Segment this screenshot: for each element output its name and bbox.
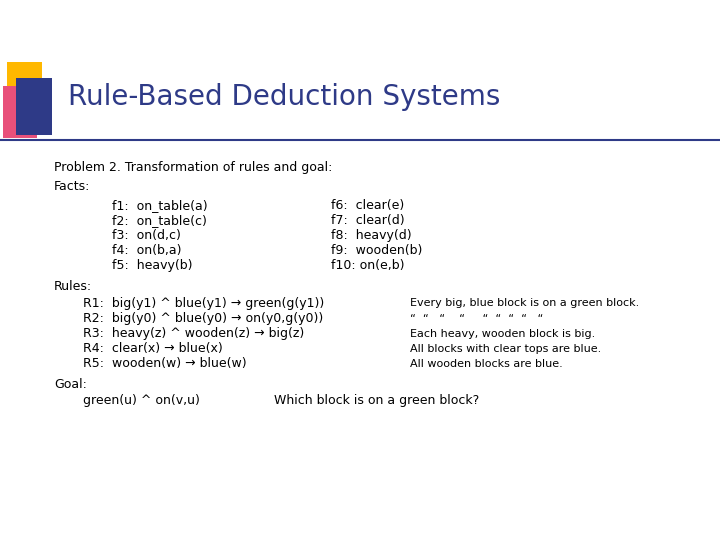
Text: f2:  on_table(c): f2: on_table(c): [112, 214, 207, 227]
Bar: [16, 78, 52, 135]
Text: f6:  clear(e): f6: clear(e): [331, 199, 405, 212]
Bar: [3, 86, 37, 138]
Text: f9:  wooden(b): f9: wooden(b): [331, 244, 423, 257]
Text: R5:  wooden(w) → blue(w): R5: wooden(w) → blue(w): [83, 357, 246, 370]
Text: Which block is on a green block?: Which block is on a green block?: [274, 394, 479, 407]
Text: R1:  big(y1) ^ blue(y1) → green(g(y1)): R1: big(y1) ^ blue(y1) → green(g(y1)): [83, 297, 324, 310]
Text: f10: on(e,b): f10: on(e,b): [331, 259, 405, 272]
Text: f5:  heavy(b): f5: heavy(b): [112, 259, 192, 272]
Text: Rules:: Rules:: [54, 280, 92, 293]
Text: R2:  big(y0) ^ blue(y0) → on(y0,g(y0)): R2: big(y0) ^ blue(y0) → on(y0,g(y0)): [83, 312, 323, 325]
Text: Facts:: Facts:: [54, 180, 91, 193]
Text: R4:  clear(x) → blue(x): R4: clear(x) → blue(x): [83, 342, 222, 355]
Text: f1:  on_table(a): f1: on_table(a): [112, 199, 207, 212]
Text: f7:  clear(d): f7: clear(d): [331, 214, 405, 227]
Text: green(u) ^ on(v,u): green(u) ^ on(v,u): [83, 394, 199, 407]
Text: f8:  heavy(d): f8: heavy(d): [331, 229, 412, 242]
Text: Every big, blue block is on a green block.: Every big, blue block is on a green bloc…: [410, 299, 639, 308]
Text: All wooden blocks are blue.: All wooden blocks are blue.: [410, 359, 563, 369]
Text: Problem 2. Transformation of rules and goal:: Problem 2. Transformation of rules and g…: [54, 161, 333, 174]
Text: Each heavy, wooden block is big.: Each heavy, wooden block is big.: [410, 329, 595, 339]
Bar: [7, 62, 42, 119]
Text: R3:  heavy(z) ^ wooden(z) → big(z): R3: heavy(z) ^ wooden(z) → big(z): [83, 327, 304, 340]
Text: f3:  on(d,c): f3: on(d,c): [112, 229, 181, 242]
Text: Rule-Based Deduction Systems: Rule-Based Deduction Systems: [68, 83, 501, 111]
Text: f4:  on(b,a): f4: on(b,a): [112, 244, 181, 257]
Text: All blocks with clear tops are blue.: All blocks with clear tops are blue.: [410, 344, 602, 354]
Text: “  “   “    “     “  “  “  “   “: “ “ “ “ “ “ “ “ “: [410, 314, 544, 323]
Text: Goal:: Goal:: [54, 378, 87, 391]
